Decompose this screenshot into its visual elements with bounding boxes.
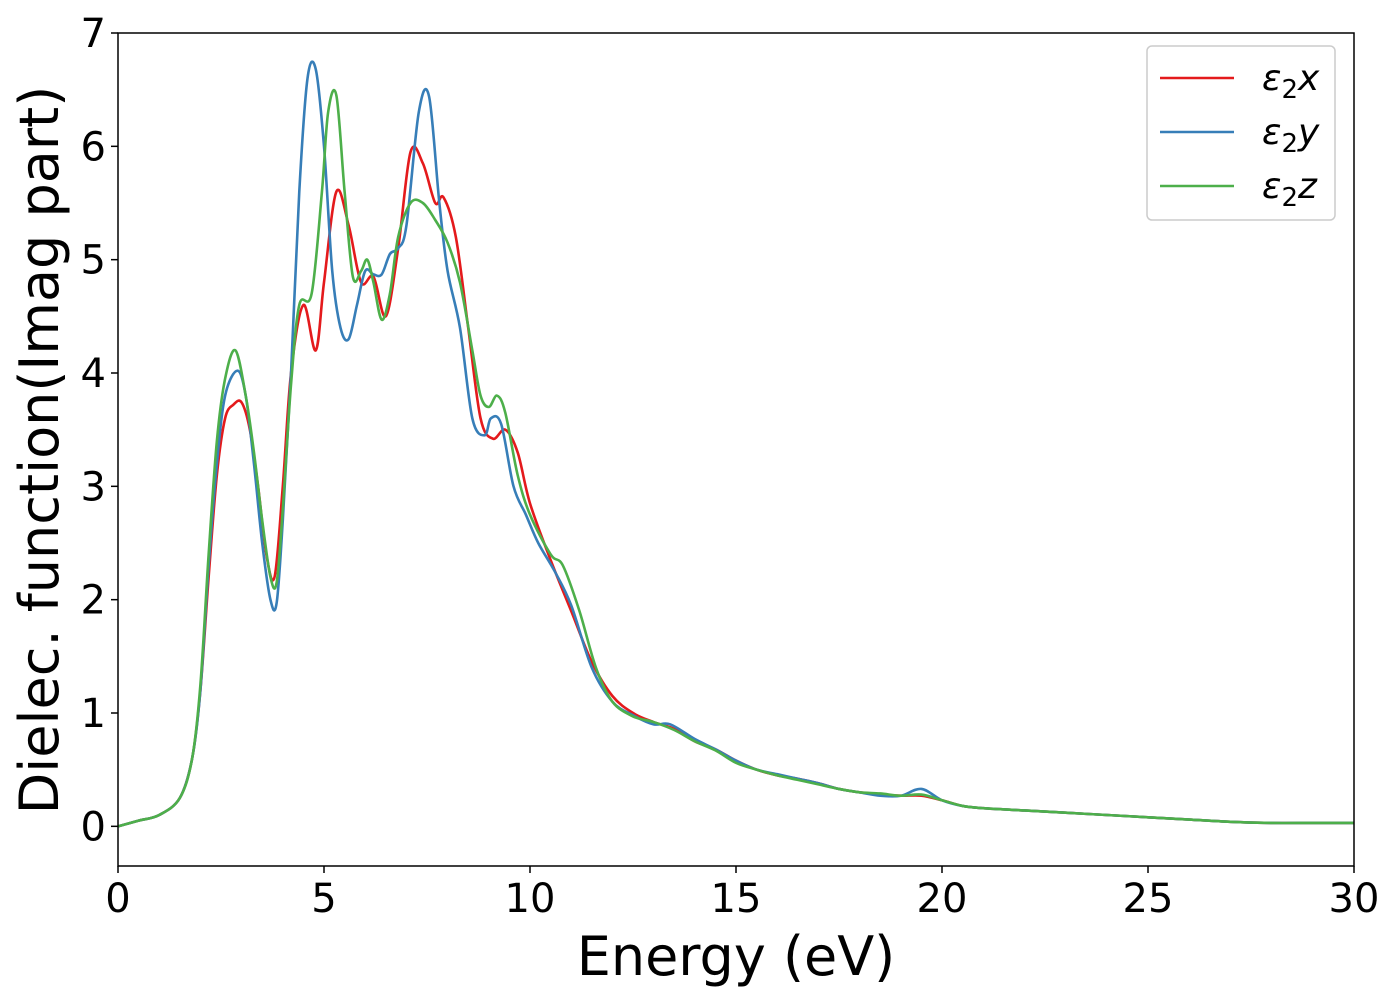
legend-label-z: ε2z [1262, 166, 1318, 213]
x-axis-label: Energy (eV) [577, 925, 896, 988]
y-tick-label: 7 [81, 11, 106, 57]
x-tick-label: 20 [917, 876, 968, 922]
x-tick-label: 25 [1123, 876, 1174, 922]
x-ticks: 0 5 10 15 20 25 30 [105, 866, 1379, 922]
y-axis-label: Dielec. function(Imag part) [8, 86, 71, 815]
y-tick-label: 6 [81, 124, 106, 170]
y-ticks: 0 1 2 3 4 5 6 7 [81, 11, 118, 850]
x-tick-label: 10 [505, 876, 556, 922]
x-tick-label: 30 [1329, 876, 1380, 922]
x-tick-label: 15 [711, 876, 762, 922]
y-tick-label: 0 [81, 804, 106, 850]
series-line-z [117, 88, 1354, 828]
y-tick-label: 5 [81, 238, 106, 284]
x-tick-label: 0 [105, 876, 130, 922]
y-tick-label: 2 [81, 578, 106, 624]
legend-label-y: ε2y [1262, 112, 1320, 159]
y-tick-label: 1 [81, 691, 106, 737]
y-tick-label: 3 [81, 464, 106, 510]
legend-label-x: ε2x [1262, 58, 1320, 105]
x-tick-label: 5 [311, 876, 336, 922]
legend: ε2x ε2y ε2z [1146, 45, 1336, 221]
y-tick-label: 4 [81, 351, 106, 397]
series-layer [117, 60, 1354, 828]
legend-box [1146, 45, 1336, 221]
